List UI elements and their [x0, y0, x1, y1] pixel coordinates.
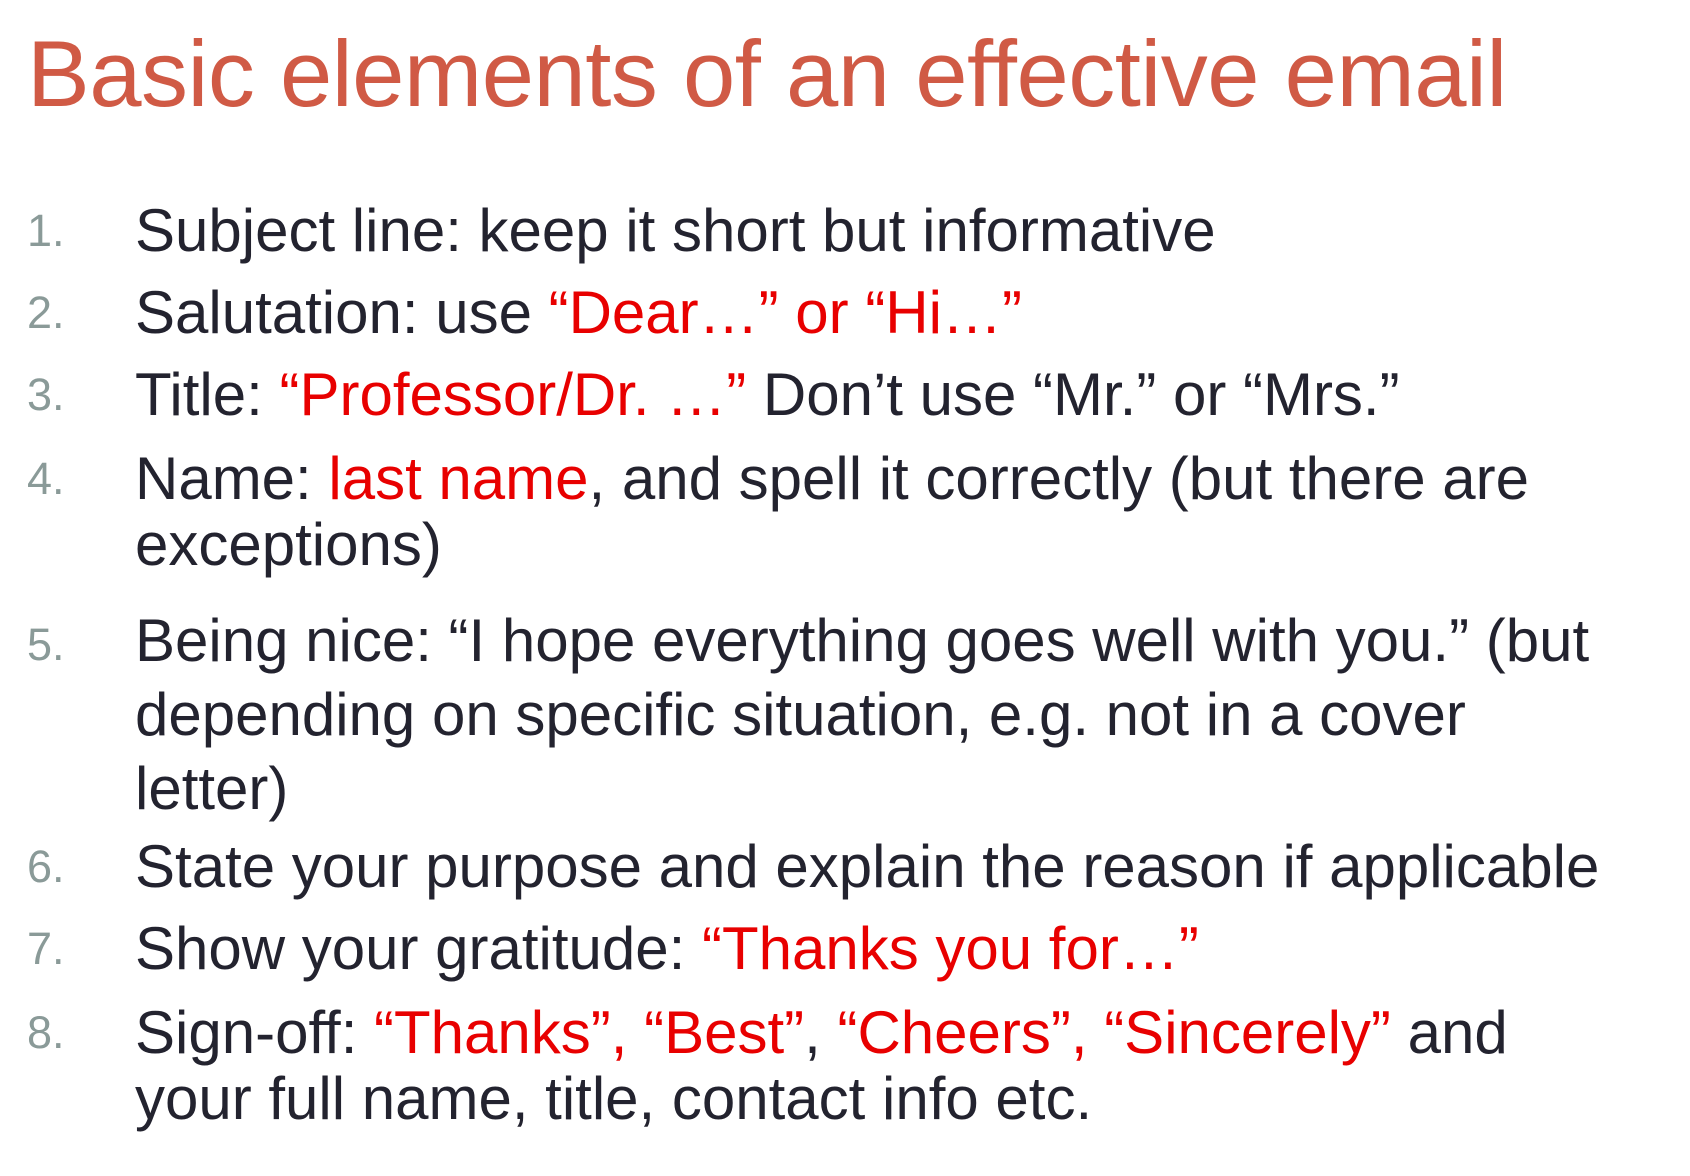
highlighted-phrase: “Dear…” or “Hi…” [548, 279, 1022, 346]
item-line: letter) [135, 752, 1675, 826]
item-text: Sign-off: “Thanks”, “Best”, “Cheers”, “S… [135, 1000, 1675, 1132]
item-text: State your purpose and explain the reaso… [135, 834, 1675, 900]
item-line: Name: last name, and spell it correctly … [135, 446, 1675, 512]
item-number: 3. [27, 369, 65, 420]
highlighted-phrase: “Thanks”, “Best” [374, 999, 805, 1066]
slide-title: Basic elements of an effective email [27, 21, 1507, 126]
item-number: 1. [27, 205, 65, 256]
text-segment: Sign-off: [135, 999, 375, 1066]
text-segment: exceptions) [135, 511, 442, 578]
text-segment: Salutation: use [135, 279, 549, 346]
text-segment: Being nice: “I hope everything goes well… [135, 607, 1590, 674]
highlighted-phrase: “Professor/Dr. …” [279, 361, 747, 428]
item-number: 8. [27, 1007, 65, 1058]
item-text: Title: “Professor/Dr. …” Don’t use “Mr.”… [135, 362, 1675, 428]
highlighted-phrase: “Cheers”, “Sincerely” [837, 999, 1391, 1066]
item-line: Being nice: “I hope everything goes well… [135, 604, 1675, 678]
text-segment: Show your gratitude: [135, 915, 702, 982]
text-segment: depending on specific situation, e.g. no… [135, 681, 1466, 748]
item-text: Name: last name, and spell it correctly … [135, 446, 1675, 578]
item-text: Show your gratitude: “Thanks you for…” [135, 916, 1675, 982]
highlighted-phrase: “Thanks you for…” [701, 915, 1199, 982]
item-line: Sign-off: “Thanks”, “Best”, “Cheers”, “S… [135, 1000, 1675, 1066]
text-segment: Title: [135, 361, 280, 428]
text-segment: letter) [135, 755, 289, 822]
item-line: Subject line: keep it short but informat… [135, 198, 1675, 264]
item-number: 2. [27, 287, 65, 338]
item-line: your full name, title, contact info etc. [135, 1066, 1675, 1132]
item-number: 6. [27, 841, 65, 892]
text-segment: and [1390, 999, 1508, 1066]
item-number: 7. [27, 923, 65, 974]
text-segment: your full name, title, contact info etc. [135, 1065, 1093, 1132]
item-line: exceptions) [135, 512, 1675, 578]
text-segment: , and spell it correctly (but there are [588, 445, 1529, 512]
highlighted-phrase: last name [328, 445, 589, 512]
item-line: Salutation: use “Dear…” or “Hi…” [135, 280, 1675, 346]
text-segment: State your purpose and explain the reaso… [135, 833, 1600, 900]
text-segment: Don’t use “Mr.” or “Mrs.” [746, 361, 1400, 428]
text-segment: Subject line: keep it short but informat… [135, 197, 1216, 264]
text-segment: Name: [135, 445, 329, 512]
item-line: Show your gratitude: “Thanks you for…” [135, 916, 1675, 982]
item-text: Salutation: use “Dear…” or “Hi…” [135, 280, 1675, 346]
item-line: depending on specific situation, e.g. no… [135, 678, 1675, 752]
item-text: Subject line: keep it short but informat… [135, 198, 1675, 264]
item-number: 5. [27, 619, 65, 670]
item-text: Being nice: “I hope everything goes well… [135, 604, 1675, 826]
item-number: 4. [27, 453, 65, 504]
text-segment: , [804, 999, 838, 1066]
item-line: State your purpose and explain the reaso… [135, 834, 1675, 900]
item-line: Title: “Professor/Dr. …” Don’t use “Mr.”… [135, 362, 1675, 428]
